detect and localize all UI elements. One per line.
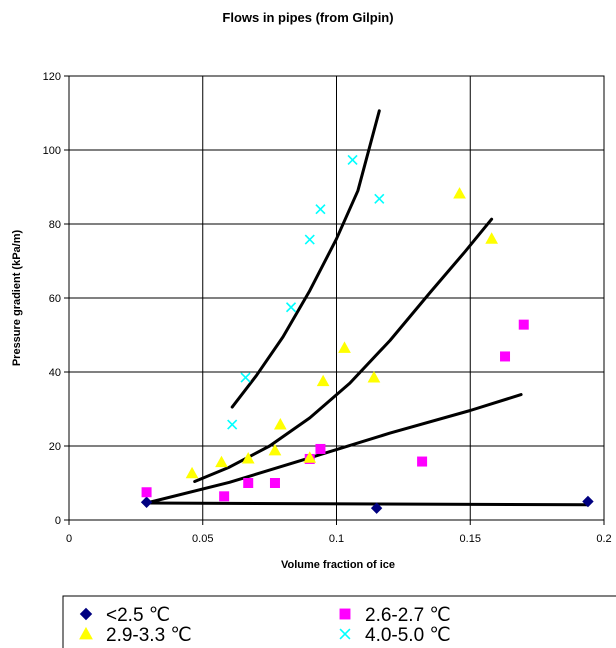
point-triangle xyxy=(273,418,287,430)
data-points xyxy=(140,154,594,514)
y-tick-label: 20 xyxy=(49,441,61,453)
y-tick-label: 0 xyxy=(55,515,61,527)
point-triangle xyxy=(338,341,351,353)
point-diamond xyxy=(582,495,594,508)
y-tick-label: 80 xyxy=(49,219,61,231)
point-x-stroke-b xyxy=(315,204,326,215)
y-tick-label: 120 xyxy=(43,71,61,83)
point-x xyxy=(304,234,315,245)
x-tick-label: 0.2 xyxy=(596,533,611,545)
y-tick-label: 100 xyxy=(43,145,61,157)
point-square xyxy=(417,456,428,467)
point-triangle xyxy=(268,443,282,456)
x-axis-label: Volume fraction of ice xyxy=(281,559,395,571)
point-x-stroke-b xyxy=(227,419,238,430)
point-square xyxy=(518,319,529,330)
grid xyxy=(64,75,605,525)
legend-label: 4.0-5.0 ℃ xyxy=(365,625,451,646)
x-tick-label: 0.1 xyxy=(329,533,344,545)
point-diamond xyxy=(370,502,383,514)
point-triangle xyxy=(303,451,317,463)
point-triangle xyxy=(316,374,330,387)
legend-box xyxy=(62,595,616,648)
point-x-stroke-b xyxy=(304,234,315,245)
y-tick-label: 40 xyxy=(49,367,61,379)
point-x-stroke-b xyxy=(347,154,358,166)
tick-labels: 0 0.05 0.1 0.15 0.2 0 20 40 60 80 100 120 xyxy=(43,71,612,545)
point-square xyxy=(315,443,326,454)
point-triangle xyxy=(367,371,381,383)
x-tick-label: 0.05 xyxy=(192,533,213,545)
point-triangle xyxy=(241,452,255,464)
trendlines xyxy=(145,109,590,507)
trend-4.0-5.0-line xyxy=(230,109,381,409)
point-x xyxy=(347,154,358,166)
point-triangle xyxy=(453,187,466,199)
point-square xyxy=(500,351,511,362)
x-tick-label: 0 xyxy=(66,533,72,545)
point-x-stroke-b xyxy=(374,193,385,204)
point-diamond xyxy=(140,496,153,508)
legend-marker-triangle xyxy=(79,626,93,640)
point-x xyxy=(240,372,251,383)
point-square xyxy=(243,478,254,488)
chart-title: Flows in pipes (from Gilpin) xyxy=(222,10,393,25)
point-x xyxy=(315,204,326,215)
point-square xyxy=(269,478,280,488)
y-axis-label: Pressure gradient (kPa/m) xyxy=(11,230,23,367)
legend-marker-x-stroke-b xyxy=(339,628,351,640)
legend-label: 2.6-2.7 ℃ xyxy=(365,605,451,626)
point-x xyxy=(285,302,297,313)
trend-2.6-2.7-line xyxy=(145,393,523,505)
legend-marker-diamond xyxy=(79,607,93,621)
legend-label: <2.5 ℃ xyxy=(106,605,170,626)
y-tick-label: 60 xyxy=(49,293,61,305)
legend-label: 2.9-3.3 ℃ xyxy=(106,625,192,646)
legend: <2.5 ℃ 2.6-2.7 ℃ 2.9-3.3 ℃ 4.0-5.0 ℃ xyxy=(62,595,616,648)
point-x-stroke-b xyxy=(240,372,251,383)
point-triangle xyxy=(215,455,228,468)
legend-marker-square xyxy=(339,608,351,620)
x-tick-label: 0.15 xyxy=(460,533,481,545)
point-triangle xyxy=(185,466,199,479)
point-x xyxy=(227,419,238,430)
legend-marker-x xyxy=(339,628,351,640)
point-x-stroke-b xyxy=(285,302,297,313)
point-square xyxy=(219,491,230,502)
point-square xyxy=(141,487,152,498)
point-x xyxy=(374,193,385,204)
trend-lt2.5-line xyxy=(145,501,590,507)
point-triangle xyxy=(485,232,498,244)
trend-2.9-3.3-line xyxy=(193,217,494,483)
